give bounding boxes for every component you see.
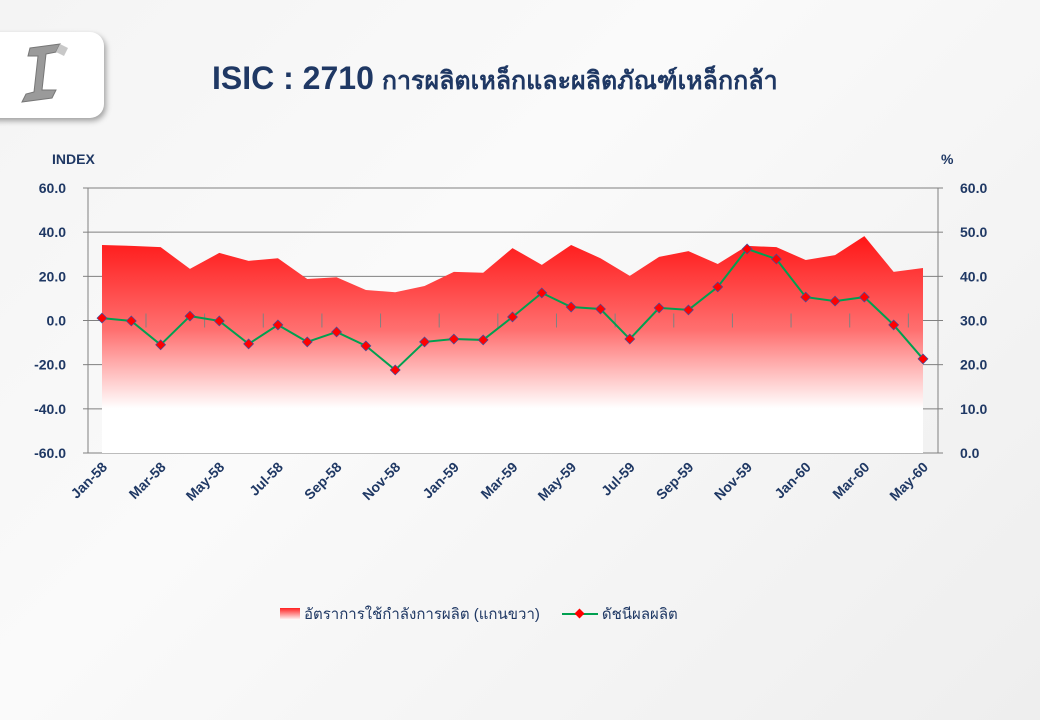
index-point	[917, 353, 929, 365]
y-tick-label: 20.0	[39, 268, 66, 284]
x-tick-label: Jul-59	[598, 459, 638, 499]
y2-tick-label: 40.0	[960, 268, 987, 284]
y-tick-label: -40.0	[34, 401, 66, 417]
legend-area-swatch	[280, 608, 300, 620]
index-point	[184, 310, 196, 322]
x-tick-label: Sep-59	[653, 459, 697, 503]
x-tick-label: Jan-58	[67, 459, 110, 502]
index-point	[712, 281, 724, 293]
y2-tick-label: 60.0	[960, 180, 987, 196]
x-tick-label: Mar-60	[829, 459, 872, 502]
index-point	[125, 315, 137, 327]
legend-capacity: อัตราการใช้กำลังการผลิต (แกนขวา)	[304, 606, 540, 623]
index-point	[389, 364, 401, 376]
x-tick-label: Sep-58	[301, 459, 345, 503]
index-point	[858, 291, 870, 303]
index-point	[301, 336, 313, 348]
y2-tick-label: 0.0	[960, 445, 980, 461]
index-point	[565, 301, 577, 313]
index-point	[653, 302, 665, 314]
y2-tick-label: 10.0	[960, 401, 987, 417]
x-tick-label: Jul-58	[246, 459, 286, 499]
index-point	[624, 333, 636, 345]
capacity-area	[102, 236, 923, 453]
index-point	[448, 333, 460, 345]
index-point	[829, 295, 841, 307]
y-axis-label: INDEX	[52, 151, 95, 167]
page-title: ISIC : 2710 การผลิตเหล็กและผลิตภัณฑ์เหล็ก…	[212, 60, 778, 101]
steel-beam-logo	[0, 32, 104, 118]
title-text: การผลิตเหล็กและผลิตภัณฑ์เหล็กกล้า	[381, 67, 778, 95]
index-point	[536, 287, 548, 299]
index-point	[243, 338, 255, 350]
legend-line-swatch	[561, 608, 598, 620]
index-point	[682, 304, 694, 316]
index-point	[800, 291, 812, 303]
x-tick-label: May-59	[534, 459, 579, 504]
x-tick-label: Nov-58	[359, 459, 403, 503]
y-tick-label: -20.0	[34, 357, 66, 373]
x-tick-label: Nov-59	[711, 459, 755, 503]
index-point	[770, 253, 782, 265]
y-tick-label: 0.0	[47, 313, 67, 329]
index-point	[272, 319, 284, 331]
y-tick-label: 40.0	[39, 224, 66, 240]
x-tick-label: May-60	[886, 459, 931, 504]
y2-tick-label: 20.0	[960, 357, 987, 373]
index-point	[96, 312, 108, 324]
legend-index: ดัชนีผลผลิต	[601, 606, 678, 623]
index-point	[595, 303, 606, 315]
y2-tick-label: 30.0	[960, 313, 987, 329]
legend: อัตราการใช้กำลังการผลิต (แกนขวา) ดัชนีผล…	[280, 602, 678, 626]
x-tick-label: Jan-59	[419, 459, 462, 502]
y2-tick-label: 50.0	[960, 224, 987, 240]
index-point	[331, 326, 343, 338]
y2-axis-label: %	[941, 151, 954, 167]
x-tick-label: May-58	[183, 459, 228, 504]
y-tick-label: 60.0	[39, 180, 66, 196]
index-point	[888, 319, 900, 331]
index-point	[741, 243, 753, 255]
index-point	[155, 339, 167, 351]
index-point	[507, 311, 518, 323]
title-code: ISIC : 2710	[212, 60, 374, 96]
index-point	[360, 340, 372, 352]
index-point	[213, 315, 225, 327]
steel-beam-icon	[21, 43, 68, 103]
index-point	[477, 334, 489, 346]
x-tick-label: Mar-59	[477, 459, 520, 502]
x-tick-label: Mar-58	[126, 459, 169, 502]
y-tick-label: -60.0	[34, 445, 66, 461]
index-point	[419, 336, 430, 348]
x-tick-label: Jan-60	[771, 459, 814, 502]
